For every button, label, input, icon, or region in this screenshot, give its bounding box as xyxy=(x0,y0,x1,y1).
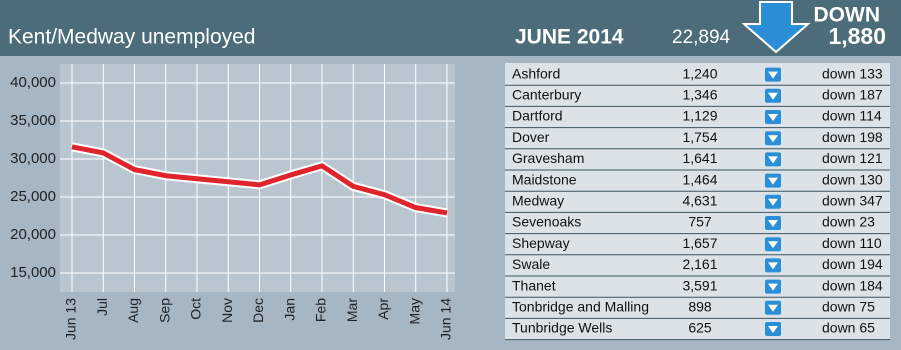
direction: DOWN xyxy=(814,4,881,27)
y-tick-label: 20,000 xyxy=(10,226,56,243)
area-change: down 187 xyxy=(822,87,883,103)
area-count: 4,631 xyxy=(682,193,717,209)
area-name: Swale xyxy=(512,256,550,272)
area-change: down 121 xyxy=(822,150,883,166)
table-bg xyxy=(505,63,890,340)
y-tick-label: 15,000 xyxy=(10,264,56,281)
x-tick-label: May xyxy=(406,298,422,324)
area-count: 1,464 xyxy=(682,171,717,187)
area-name: Sevenoaks xyxy=(512,214,581,230)
area-count: 625 xyxy=(688,320,712,336)
row-icon-arrow xyxy=(768,135,778,143)
total: 22,894 xyxy=(672,27,731,48)
area-name: Shepway xyxy=(512,235,570,251)
row-icon-arrow xyxy=(768,241,778,249)
area-count: 898 xyxy=(688,299,712,315)
area-count: 3,591 xyxy=(682,277,717,293)
x-tick-label: Nov xyxy=(219,298,235,323)
area-name: Ashford xyxy=(512,65,560,81)
area-change: down 75 xyxy=(822,299,875,315)
area-change: down 133 xyxy=(822,65,883,81)
area-change: down 184 xyxy=(822,277,883,293)
title: Kent/Medway unemployed xyxy=(8,26,255,49)
row-icon-arrow xyxy=(768,71,778,79)
area-name: Dartford xyxy=(512,108,563,124)
row-icon-arrow xyxy=(768,177,778,185)
y-tick-label: 35,000 xyxy=(10,112,56,129)
row-icon-arrow xyxy=(768,283,778,291)
area-change: down 198 xyxy=(822,129,883,145)
area-change: down 114 xyxy=(822,108,882,124)
area-count: 1,240 xyxy=(682,65,717,81)
area-name: Maidstone xyxy=(512,171,577,187)
area-change: down 194 xyxy=(822,256,883,272)
area-name: Dover xyxy=(512,129,550,145)
plot-area xyxy=(60,64,455,292)
area-change: down 130 xyxy=(822,171,883,187)
area-name: Tunbridge Wells xyxy=(512,320,612,336)
row-icon-arrow xyxy=(768,326,778,333)
area-count: 1,346 xyxy=(682,87,717,103)
area-change: down 65 xyxy=(822,320,875,336)
area-name: Gravesham xyxy=(512,150,584,166)
x-tick-label: Mar xyxy=(344,298,360,322)
x-tick-label: Jun 14 xyxy=(438,298,454,340)
area-count: 1,754 xyxy=(682,129,717,145)
row-icon-arrow xyxy=(768,156,778,164)
period: JUNE 2014 xyxy=(515,26,624,49)
y-tick-label: 40,000 xyxy=(10,74,56,91)
area-change: down 110 xyxy=(822,235,882,251)
area-count: 1,129 xyxy=(682,108,717,124)
down-arrow xyxy=(741,1,811,54)
x-tick-label: Dec xyxy=(250,298,266,323)
y-tick-label: 30,000 xyxy=(10,150,56,167)
area-count: 2,161 xyxy=(682,256,717,272)
area-change: down 23 xyxy=(822,214,875,230)
row-icon-arrow xyxy=(768,114,778,121)
x-tick-label: Jul xyxy=(94,298,110,316)
area-count: 757 xyxy=(688,214,712,230)
row-icon-arrow xyxy=(768,304,778,312)
x-tick-label: Oct xyxy=(188,298,204,320)
area-name: Canterbury xyxy=(512,87,581,103)
x-tick-label: Feb xyxy=(313,298,329,322)
area-name: Medway xyxy=(512,193,564,209)
row-icon-arrow xyxy=(768,198,778,206)
x-tick-label: Jun 13 xyxy=(63,298,79,340)
line xyxy=(71,144,448,216)
x-tick-label: Apr xyxy=(375,298,391,320)
area-change: down 347 xyxy=(822,193,883,209)
x-tick-label: Sep xyxy=(156,298,172,323)
x-tick-label: Jan xyxy=(281,298,297,321)
area-count: 1,657 xyxy=(682,235,717,251)
x-tick-label: Aug xyxy=(125,298,141,323)
area-name: Tonbridge and Malling xyxy=(512,299,649,315)
row-icon-arrow xyxy=(768,220,778,227)
row-icon-arrow xyxy=(768,262,778,270)
area-name: Thanet xyxy=(512,277,556,293)
change: 1,880 xyxy=(828,23,886,49)
area-count: 1,641 xyxy=(682,150,717,166)
row-icon-arrow xyxy=(768,92,778,100)
y-tick-label: 25,000 xyxy=(10,188,56,205)
